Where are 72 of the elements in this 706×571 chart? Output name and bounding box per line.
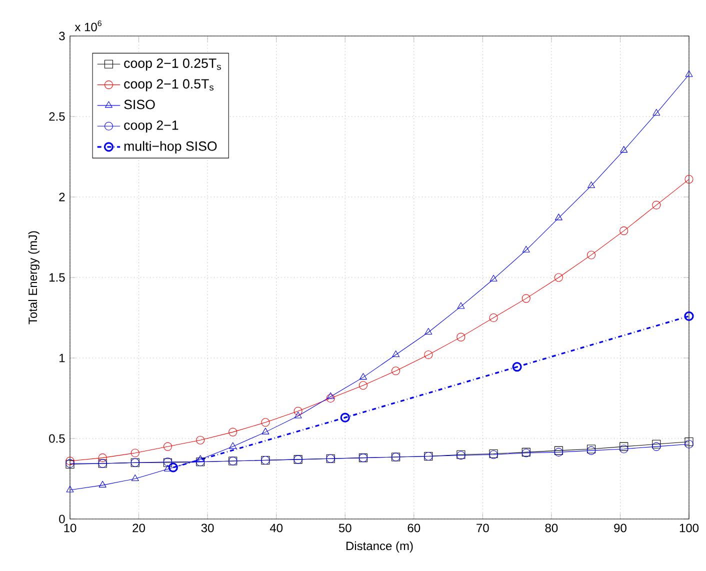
y-tick-label: 1 xyxy=(60,354,65,362)
point xyxy=(98,480,106,488)
point xyxy=(168,462,178,472)
x-tick-label: 60 xyxy=(408,524,420,532)
point xyxy=(196,436,205,444)
point xyxy=(262,428,270,434)
point xyxy=(684,311,694,321)
point xyxy=(228,428,238,436)
point xyxy=(130,448,140,458)
point xyxy=(196,455,204,462)
y-tick-label: 0.5 xyxy=(49,434,65,443)
x-tick-label: 90 xyxy=(614,524,626,532)
point xyxy=(131,474,139,482)
y-tick-label: 2.5 xyxy=(49,112,65,121)
x-tick-label: 80 xyxy=(545,524,558,532)
point xyxy=(456,332,466,342)
point xyxy=(164,464,172,472)
point xyxy=(163,442,172,451)
x-tick-label: 70 xyxy=(476,524,489,532)
point xyxy=(359,373,367,380)
point xyxy=(294,412,302,418)
point xyxy=(522,294,530,303)
legend-label: coop 2−1 xyxy=(124,120,178,133)
y-tick-label: 2 xyxy=(59,192,65,202)
point xyxy=(684,437,694,446)
legend-label: coop 2−1 0.5T$_{s}$ xyxy=(124,79,214,92)
x-axis-title: Distance (m) xyxy=(346,541,413,553)
x-tick-label: 40 xyxy=(270,524,283,532)
y-tick-label: 3 xyxy=(59,32,65,40)
point xyxy=(457,302,465,309)
point xyxy=(684,175,694,184)
y-tick-label: 0 xyxy=(59,514,65,524)
x-tick-label: 10 xyxy=(64,524,76,532)
legend-label: multi−hop SISO xyxy=(124,141,217,154)
legend-label: coop 2−1 0.25T$_{s}$ xyxy=(124,58,221,71)
point xyxy=(489,313,498,322)
legend-label: SISO xyxy=(124,100,155,110)
y-axis-title: Total Energy (mJ) xyxy=(28,231,40,324)
point xyxy=(392,350,400,358)
point xyxy=(620,442,628,451)
point xyxy=(340,412,350,422)
point xyxy=(685,70,693,77)
point xyxy=(652,200,661,210)
point xyxy=(294,406,302,416)
point xyxy=(620,146,628,153)
point xyxy=(512,362,522,372)
y-tick-label: 1.5 xyxy=(50,273,65,282)
x-tick-label: 20 xyxy=(132,524,145,532)
point xyxy=(229,442,237,449)
point xyxy=(66,486,74,492)
point xyxy=(490,274,498,282)
x-tick-label: 30 xyxy=(201,524,214,532)
point xyxy=(326,394,335,403)
x-tick-label: 50 xyxy=(338,524,352,532)
point xyxy=(326,392,334,399)
point xyxy=(66,456,74,466)
point xyxy=(554,273,563,282)
point xyxy=(261,418,270,427)
point xyxy=(358,381,368,390)
point xyxy=(586,250,596,260)
text: x 10$^{6}$ xyxy=(74,20,102,32)
point xyxy=(392,366,400,376)
point xyxy=(554,214,562,220)
point xyxy=(620,226,628,236)
x-tick-label: 100 xyxy=(680,524,699,532)
point xyxy=(522,246,530,252)
point xyxy=(424,350,433,360)
point xyxy=(98,454,107,462)
point xyxy=(424,328,432,335)
point xyxy=(652,440,661,448)
point xyxy=(588,181,595,188)
point xyxy=(652,109,660,116)
